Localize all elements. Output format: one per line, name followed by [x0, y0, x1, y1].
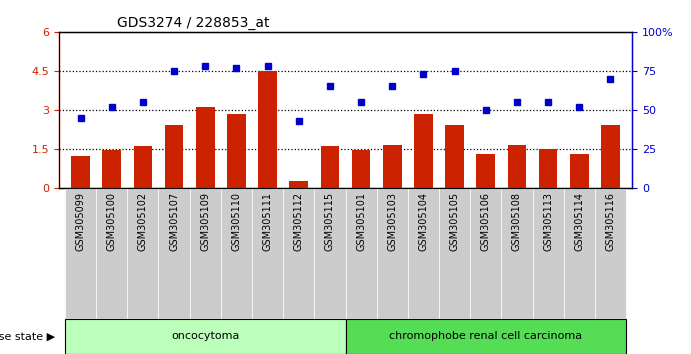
Text: GSM305114: GSM305114: [574, 192, 585, 251]
Text: GSM305110: GSM305110: [231, 192, 241, 251]
Text: GSM305105: GSM305105: [450, 192, 460, 251]
Text: GSM305109: GSM305109: [200, 192, 210, 251]
Bar: [196, 107, 215, 188]
Bar: [258, 71, 277, 188]
Bar: [539, 149, 558, 188]
Text: disease state ▶: disease state ▶: [0, 331, 55, 341]
Bar: [601, 125, 620, 188]
Bar: [414, 114, 433, 188]
Text: GSM305106: GSM305106: [481, 192, 491, 251]
Bar: [383, 145, 401, 188]
Bar: [102, 150, 121, 188]
Text: GSM305103: GSM305103: [387, 192, 397, 251]
Bar: [508, 145, 527, 188]
Bar: [133, 146, 152, 188]
Text: oncocytoma: oncocytoma: [171, 331, 239, 341]
Bar: [283, 188, 314, 319]
Bar: [476, 154, 495, 188]
Text: GSM305108: GSM305108: [512, 192, 522, 251]
Bar: [164, 125, 183, 188]
Text: GSM305115: GSM305115: [325, 192, 335, 251]
Bar: [439, 188, 470, 319]
Bar: [352, 150, 370, 188]
Bar: [408, 188, 439, 319]
Bar: [533, 188, 564, 319]
Bar: [65, 319, 346, 354]
Bar: [290, 181, 308, 188]
Bar: [96, 188, 127, 319]
Text: GDS3274 / 228853_at: GDS3274 / 228853_at: [117, 16, 270, 30]
Bar: [377, 188, 408, 319]
Bar: [189, 188, 221, 319]
Text: GSM305112: GSM305112: [294, 192, 304, 251]
Text: GSM305101: GSM305101: [356, 192, 366, 251]
Bar: [346, 188, 377, 319]
Text: chromophobe renal cell carcinoma: chromophobe renal cell carcinoma: [389, 331, 583, 341]
Bar: [445, 125, 464, 188]
Bar: [564, 188, 595, 319]
Text: GSM305100: GSM305100: [106, 192, 117, 251]
Text: GSM305104: GSM305104: [419, 192, 428, 251]
Text: GSM305111: GSM305111: [263, 192, 272, 251]
Bar: [321, 146, 339, 188]
Bar: [595, 188, 626, 319]
Bar: [65, 188, 96, 319]
Text: GSM305116: GSM305116: [605, 192, 616, 251]
Bar: [252, 188, 283, 319]
Bar: [127, 188, 158, 319]
Bar: [71, 156, 90, 188]
Text: GSM305113: GSM305113: [543, 192, 553, 251]
Bar: [227, 114, 246, 188]
Bar: [502, 188, 533, 319]
Text: GSM305099: GSM305099: [75, 192, 86, 251]
Bar: [346, 319, 626, 354]
Bar: [158, 188, 189, 319]
Bar: [570, 154, 589, 188]
Bar: [314, 188, 346, 319]
Text: GSM305102: GSM305102: [138, 192, 148, 251]
Bar: [470, 188, 502, 319]
Text: GSM305107: GSM305107: [169, 192, 179, 251]
Bar: [221, 188, 252, 319]
